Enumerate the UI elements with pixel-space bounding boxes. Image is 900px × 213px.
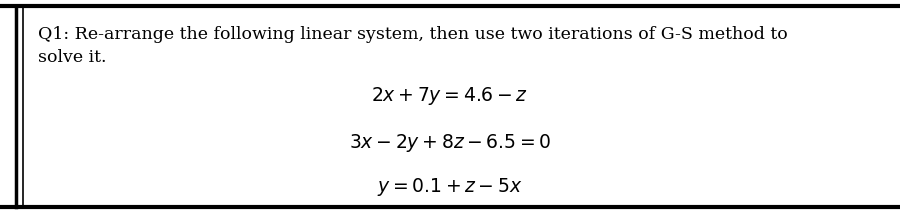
Text: Q1: Re-arrange the following linear system, then use two iterations of G-S metho: Q1: Re-arrange the following linear syst… xyxy=(38,26,787,66)
Text: $y = 0.1 + z - 5x$: $y = 0.1 + z - 5x$ xyxy=(377,176,523,199)
Text: $2x + 7y = 4.6 - z$: $2x + 7y = 4.6 - z$ xyxy=(372,85,528,107)
Text: $3x - 2y + 8z - 6.5 = 0$: $3x - 2y + 8z - 6.5 = 0$ xyxy=(349,132,551,154)
